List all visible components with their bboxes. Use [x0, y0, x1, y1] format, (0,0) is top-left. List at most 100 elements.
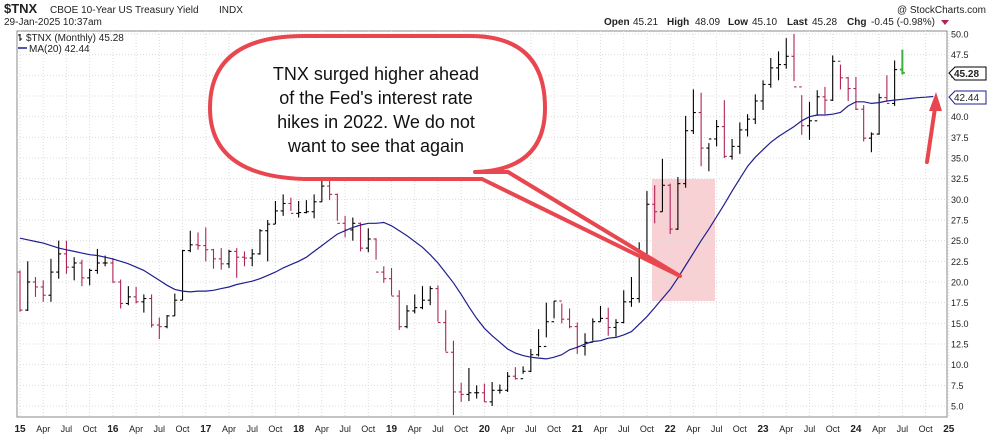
- x-tick-label: 23: [757, 424, 769, 435]
- ohlc-bar: [721, 100, 727, 158]
- ohlc-bar: [613, 319, 619, 337]
- x-tick-label: Jul: [339, 424, 351, 434]
- ohlc-bar: [396, 290, 402, 330]
- y-tick-label: 35.0: [951, 154, 969, 164]
- ohlc-bar: [598, 305, 603, 323]
- x-tick-label: Apr: [129, 424, 143, 434]
- ohlc-bar: [327, 177, 333, 201]
- x-tick-label: Jul: [804, 424, 816, 434]
- ohlc-bar: [443, 310, 449, 353]
- ohlc-bar: [830, 55, 836, 101]
- y-tick-label: 10.0: [951, 360, 969, 370]
- ohlc-bar: [56, 240, 62, 279]
- ohlc-bar: [745, 114, 751, 137]
- ohlc-bar: [791, 34, 797, 88]
- x-tick-label: 15: [14, 424, 26, 435]
- symbol-label: $TNX: [4, 1, 38, 16]
- ohlc-bar: [605, 307, 611, 336]
- low-value: 45.10: [752, 17, 777, 28]
- ohlc-bar: [899, 49, 905, 75]
- ohlc-bar: [404, 305, 410, 329]
- quote-summary: Open 45.21 High 48.09 Low 45.10 Last 45.…: [604, 17, 949, 28]
- high-label: High: [667, 17, 689, 28]
- ohlc-bar: [466, 367, 472, 402]
- x-tick-label: Oct: [547, 424, 562, 434]
- high-value: 48.09: [695, 17, 720, 28]
- ohlc-bar: [17, 270, 23, 312]
- x-tick-label: Jul: [154, 424, 166, 434]
- low-label: Low: [728, 17, 748, 28]
- ohlc-bar: [296, 200, 302, 218]
- ohlc-bar: [520, 366, 526, 380]
- ohlc-bar: [729, 138, 735, 160]
- y-tick-label: 7.5: [951, 381, 964, 391]
- ohlc-bar: [551, 300, 557, 323]
- y-tick-label: 15.0: [951, 319, 969, 329]
- ohlc-bar: [567, 308, 573, 329]
- plot-frame: [16, 30, 948, 418]
- ohlc-bar: [234, 248, 240, 278]
- ohlc-bar: [644, 191, 650, 257]
- ohlc-bar: [389, 267, 395, 297]
- open-label: Open: [604, 17, 630, 28]
- ohlc-bar: [265, 220, 271, 262]
- ohlc-bar: [427, 286, 433, 306]
- ohlc-bar: [822, 86, 828, 115]
- ohlc-bar: [621, 290, 627, 324]
- ohlc-bar: [257, 229, 263, 255]
- exchange-label: INDX: [219, 5, 243, 16]
- ohlc-bar: [350, 217, 356, 241]
- x-tick-label: Oct: [919, 424, 934, 434]
- ohlc-bar: [334, 193, 340, 224]
- ohlc-bar: [876, 93, 882, 135]
- x-tick-label: 16: [107, 424, 119, 435]
- ohlc-bar: [180, 249, 186, 301]
- ohlc-bar: [303, 200, 309, 214]
- ohlc-bar: [458, 382, 464, 402]
- x-tick-label: Apr: [408, 424, 422, 434]
- ohlc-bar: [528, 348, 534, 373]
- ohlc-bar: [149, 294, 155, 328]
- ohlc-bar: [450, 340, 456, 416]
- x-tick-label: 25: [943, 424, 955, 435]
- ohlc-bar: [698, 92, 704, 167]
- ohlc-bar: [365, 228, 371, 253]
- ohlc-bar: [675, 177, 681, 230]
- y-tick-label: 40.0: [951, 112, 969, 122]
- ohlc-bar: [837, 60, 843, 90]
- ohlc-bar: [536, 329, 542, 357]
- x-tick-label: Oct: [454, 424, 469, 434]
- y-tick-label: 32.5: [951, 174, 969, 184]
- ohlc-bar: [683, 115, 689, 188]
- callout-line-3: hikes in 2022. We do not: [277, 112, 475, 132]
- ohlc-bar: [760, 80, 766, 111]
- ohlc-bar: [342, 215, 348, 238]
- x-tick-label: Oct: [176, 424, 191, 434]
- y-tick-label: 22.5: [951, 257, 969, 267]
- ohlc-bar: [141, 294, 147, 313]
- bar-glyph-icon: [18, 34, 22, 41]
- ohlc-bar: [272, 200, 278, 225]
- x-tick-label: Jul: [525, 424, 537, 434]
- red-arrow-icon: [925, 92, 942, 164]
- ohlc-bar: [845, 76, 851, 101]
- callout-bubble: TNX surged higher ahead of the Fed's int…: [208, 34, 682, 278]
- ohlc-bar: [94, 248, 100, 274]
- callout-line-2: of the Fed's interest rate: [279, 88, 473, 108]
- ohlc-bar: [110, 258, 116, 283]
- x-tick-label: Oct: [826, 424, 841, 434]
- ohlc-bar: [125, 286, 131, 306]
- ohlc-bar: [203, 227, 209, 262]
- x-tick-label: Apr: [593, 424, 607, 434]
- ohlc-bar: [481, 383, 487, 403]
- ohlc-bar: [79, 259, 85, 287]
- legend-price: $TNX (Monthly) 45.28: [26, 33, 124, 44]
- ohlc-bar: [195, 232, 201, 250]
- ohlc-bar: [497, 384, 503, 394]
- ohlc-bar: [776, 51, 782, 81]
- y-tick-label: 25.0: [951, 236, 969, 246]
- ohlc-bar: [118, 279, 124, 309]
- ohlc-bar: [87, 268, 93, 286]
- ohlc-series: [17, 34, 905, 416]
- down-triangle-icon: [941, 20, 949, 25]
